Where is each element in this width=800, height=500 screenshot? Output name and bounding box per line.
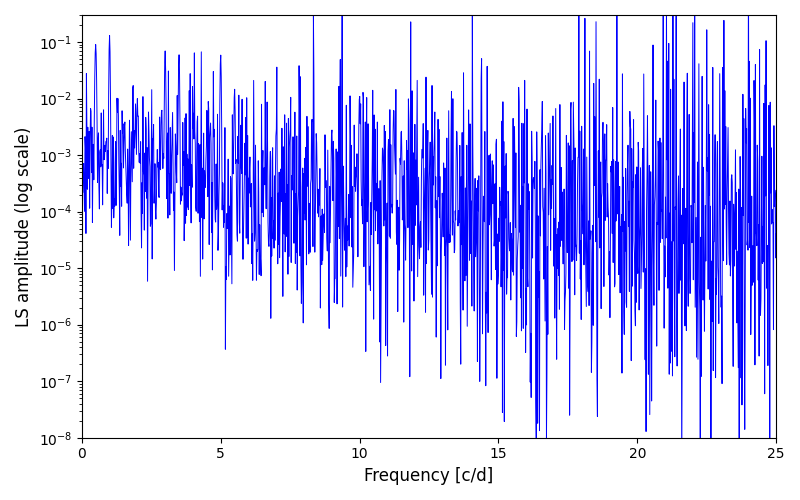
X-axis label: Frequency [c/d]: Frequency [c/d] xyxy=(364,467,494,485)
Y-axis label: LS amplitude (log scale): LS amplitude (log scale) xyxy=(15,126,33,326)
